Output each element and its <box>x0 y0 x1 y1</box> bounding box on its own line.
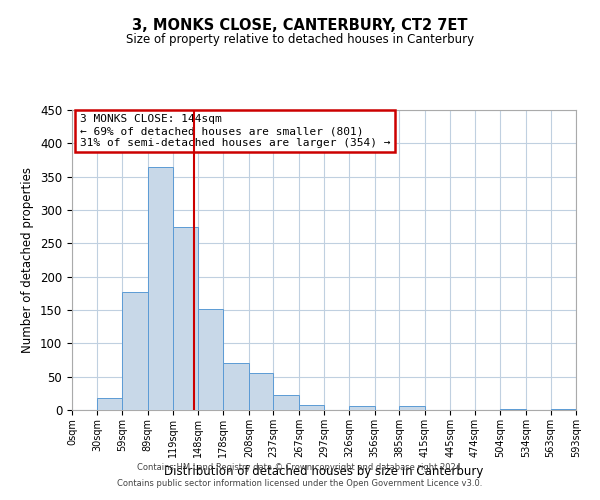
Bar <box>97 398 122 410</box>
Text: 3 MONKS CLOSE: 144sqm
← 69% of detached houses are smaller (801)
31% of semi-det: 3 MONKS CLOSE: 144sqm ← 69% of detached … <box>80 114 390 148</box>
Bar <box>399 406 425 410</box>
Text: 3, MONKS CLOSE, CANTERBURY, CT2 7ET: 3, MONKS CLOSE, CANTERBURY, CT2 7ET <box>132 18 468 32</box>
Text: Contains HM Land Registry data © Crown copyright and database right 2024.: Contains HM Land Registry data © Crown c… <box>137 464 463 472</box>
Bar <box>349 406 374 410</box>
Text: Size of property relative to detached houses in Canterbury: Size of property relative to detached ho… <box>126 32 474 46</box>
Bar <box>198 308 223 410</box>
Text: Contains public sector information licensed under the Open Government Licence v3: Contains public sector information licen… <box>118 478 482 488</box>
Bar <box>122 292 148 410</box>
Bar <box>148 166 173 410</box>
Y-axis label: Number of detached properties: Number of detached properties <box>22 167 34 353</box>
Bar <box>173 228 198 410</box>
Bar <box>223 364 249 410</box>
Bar <box>249 374 274 410</box>
Bar <box>299 404 325 410</box>
X-axis label: Distribution of detached houses by size in Canterbury: Distribution of detached houses by size … <box>164 466 484 478</box>
Bar <box>274 394 299 410</box>
